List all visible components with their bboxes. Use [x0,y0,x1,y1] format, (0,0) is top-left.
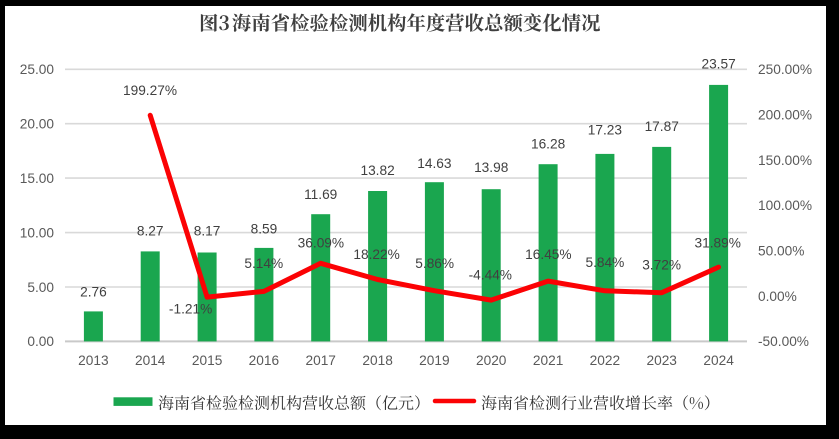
svg-text:2024: 2024 [703,353,734,368]
svg-text:2.76: 2.76 [80,285,107,300]
svg-text:-50.00%: -50.00% [758,334,809,349]
svg-text:14.63: 14.63 [417,156,452,171]
svg-text:13.98: 13.98 [474,160,509,175]
svg-text:17.87: 17.87 [645,119,679,134]
svg-text:18.22%: 18.22% [353,247,399,262]
svg-text:17.23: 17.23 [588,122,623,137]
svg-text:20.00: 20.00 [20,117,55,132]
svg-text:-4.44%: -4.44% [469,268,512,283]
svg-text:36.09%: 36.09% [298,235,344,250]
svg-text:25.00: 25.00 [20,62,55,77]
svg-text:200.00%: 200.00% [758,108,812,123]
svg-text:199.27%: 199.27% [123,83,177,98]
svg-text:250.00%: 250.00% [758,62,812,77]
svg-text:2019: 2019 [419,353,449,368]
svg-text:2017: 2017 [305,353,335,368]
svg-text:2023: 2023 [646,353,677,368]
svg-text:5.86%: 5.86% [415,256,454,271]
svg-text:23.57: 23.57 [701,56,735,71]
svg-text:16.28: 16.28 [531,136,566,151]
svg-text:2013: 2013 [78,353,109,368]
svg-text:2022: 2022 [590,353,620,368]
svg-text:0.00%: 0.00% [758,289,797,304]
svg-text:2014: 2014 [135,353,166,368]
svg-text:150.00%: 150.00% [758,153,812,168]
svg-text:5.84%: 5.84% [585,255,624,270]
svg-text:13.82: 13.82 [360,163,394,178]
svg-text:11.69: 11.69 [304,187,337,202]
svg-text:5.14%: 5.14% [244,256,283,271]
svg-text:16.45%: 16.45% [525,247,571,262]
svg-text:8.27: 8.27 [137,223,164,238]
svg-text:8.59: 8.59 [251,222,278,237]
svg-text:50.00%: 50.00% [758,244,804,259]
svg-text:2018: 2018 [362,353,393,368]
svg-text:31.89%: 31.89% [694,235,740,250]
svg-text:-1.21%: -1.21% [169,302,212,317]
svg-text:2015: 2015 [192,353,223,368]
svg-text:10.00: 10.00 [20,225,55,240]
svg-text:2020: 2020 [476,353,507,368]
svg-text:15.00: 15.00 [20,171,55,186]
svg-text:100.00%: 100.00% [758,198,812,213]
svg-text:2016: 2016 [249,353,280,368]
svg-text:8.17: 8.17 [194,223,221,238]
svg-text:0.00: 0.00 [27,334,54,349]
svg-text:3.72%: 3.72% [642,257,681,272]
svg-text:5.00: 5.00 [27,280,54,295]
svg-text:2021: 2021 [533,353,563,368]
